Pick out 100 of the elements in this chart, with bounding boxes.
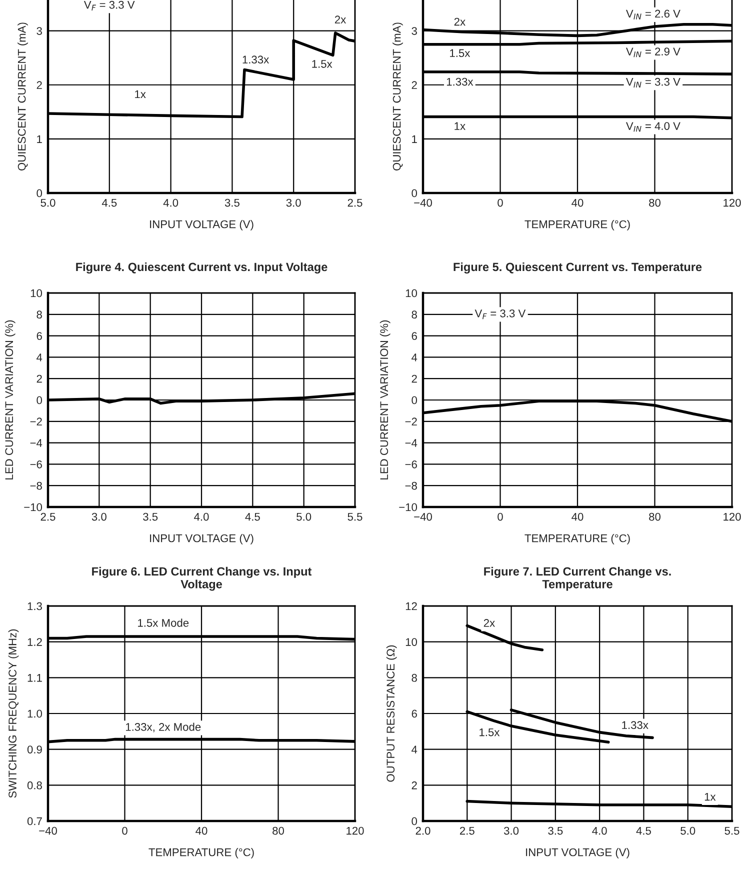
y-tick-label: 10 [406,289,418,298]
x-tick-label: 4.5 [245,512,260,521]
text: Figure 7. LED Current Change vs. Temperature [484,566,671,591]
y-tick-label: 1.1 [28,674,42,682]
x-axis-title: TEMPERATURE (°C) [524,534,630,544]
x-tick-label: 80 [649,198,660,207]
text: Figure 5. Quiescent Current vs. Temperature [454,262,702,274]
y-tick-label: 0 [36,189,42,198]
x-axis-title: INPUT VOLTAGE (V) [526,848,630,858]
annotation: V$_{F}$ = 3.3 V [84,0,135,10]
y-tick-label: 0 [412,817,418,826]
x-tick-label: 5.0 [680,826,696,835]
y-axis-title: QUIESCENT CURRENT (mA) [18,22,28,170]
annotation: V$_{IN}$ = 3.3 V [626,78,680,88]
x-tick-label: 5.5 [348,512,362,521]
y-tick-label: 8 [412,310,417,319]
y-tick-label: 2 [36,374,42,383]
y-tick-label: −8 [405,482,417,490]
y-axis-title: SWITCHING FREQUENCY (MHz) [8,629,19,798]
x-tick-label: −40 [414,198,432,207]
x-axis-title: TEMPERATURE (°C) [524,220,630,230]
x-tick-label: 120 [724,512,741,521]
y-tick-label: 0.8 [27,781,42,790]
y-tick-label: 8 [36,310,42,319]
x-tick-label: 2.5 [460,826,474,835]
y-tick-label: 0 [412,189,418,198]
x-tick-label: 4.5 [636,826,651,835]
x-tick-label: 40 [572,512,584,521]
annotation: 1.33x [446,78,474,86]
x-tick-label: 80 [272,826,284,835]
y-tick-label: 2 [412,81,417,89]
x-tick-label: 2.5 [348,198,362,207]
y-tick-label: −6 [405,460,417,468]
text: Figure 6. LED Current Change vs. Input Voltage [92,566,312,591]
x-tick-label: −40 [414,512,432,521]
y-tick-label: −2 [405,418,417,426]
annotation: 1.5x [312,60,332,68]
x-tick-label: 40 [572,198,584,207]
text: Figure 4. Quiescent Current vs. Input Voltage [76,262,328,274]
y-tick-label: 3 [36,27,42,35]
annotation: V$_{F}$ = 3.3 V [474,309,526,320]
y-tick-label: 4 [412,354,418,362]
annotation: 2x [454,18,466,26]
annotation: 1x [454,122,466,130]
x-tick-label: −40 [39,826,57,835]
x-tick-label: 2.5 [40,512,56,521]
x-tick-label: 3.5 [224,198,240,207]
x-tick-label: 0 [122,826,128,835]
y-tick-label: 4 [412,746,418,754]
y-tick-label: 3 [412,27,417,35]
y-tick-label: 6 [36,332,42,340]
annotation: 1.33x, 2x Mode [126,722,201,732]
y-tick-label: 0 [36,396,42,404]
y-tick-label: 10 [406,638,418,646]
x-tick-label: 4.0 [194,512,209,521]
x-tick-label: 120 [724,198,741,207]
y-tick-label: 6 [412,332,417,340]
x-tick-label: 3.5 [143,512,158,521]
y-tick-label: 0 [412,396,418,404]
y-tick-label: −6 [30,460,42,468]
y-tick-label: 1.3 [28,602,42,610]
y-tick-label: −2 [30,418,42,426]
x-tick-label: 80 [649,512,660,521]
y-tick-label: −4 [30,439,42,447]
y-tick-label: 2 [412,374,417,383]
y-tick-label: −10 [24,503,42,512]
y-tick-label: 6 [412,710,417,718]
y-tick-label: −10 [399,503,418,512]
x-tick-label: 3.5 [548,826,563,835]
x-tick-label: 3.0 [92,512,106,521]
y-tick-label: 4 [36,354,42,362]
x-tick-label: 3.0 [504,826,519,835]
x-tick-label: 4.5 [102,198,117,207]
y-tick-label: −8 [30,482,42,490]
y-tick-label: 2 [36,81,42,89]
annotation: 1x [704,792,716,801]
x-tick-label: 0 [498,512,503,521]
x-tick-label: 4.0 [592,826,607,835]
annotation: 1.33x [622,721,648,730]
y-tick-label: 10 [30,289,42,298]
annotation: 1.5x Mode [138,618,189,627]
x-tick-label: 3.0 [286,198,301,207]
annotation: V$_{IN}$ = 2.6 V [626,10,680,20]
y-tick-label: 1 [412,135,417,143]
y-tick-label: 0.9 [27,746,42,754]
y-tick-label: 1.0 [28,710,42,718]
x-tick-label: 4.0 [163,198,178,207]
y-tick-label: 1.2 [28,638,42,646]
y-tick-label: 1 [37,135,42,143]
x-axis-title: TEMPERATURE (°C) [148,848,254,858]
annotation: V$_{IN}$ = 4.0 V [626,122,680,132]
annotation: 2x [484,619,495,627]
y-tick-label: 8 [412,674,417,682]
annotation: 1.5x [480,728,500,736]
y-tick-label: 12 [406,602,417,610]
x-tick-label: 120 [346,826,364,835]
y-tick-label: 0.7 [27,817,42,826]
annotation: 2x [334,16,346,24]
y-axis-title: QUIESCENT CURRENT (mA) [392,22,403,170]
x-tick-label: 5.0 [296,512,312,521]
